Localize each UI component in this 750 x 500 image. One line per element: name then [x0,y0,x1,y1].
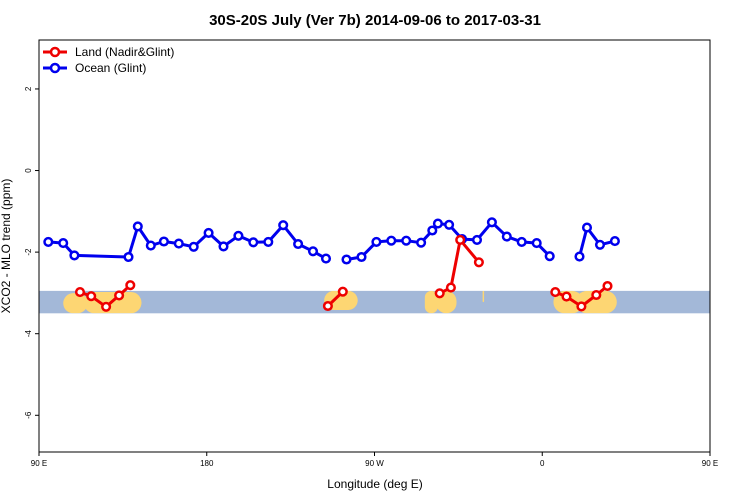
legend-label-ocean: Ocean (Glint) [75,61,146,75]
x-tick-label: 90 E [31,459,47,468]
legend-marker-ocean [49,62,61,74]
y-tick-label: -6 [24,411,33,419]
data-point [609,236,620,247]
data-point [101,301,112,312]
series-line [48,223,327,260]
series-line [437,220,551,258]
series-layer [43,217,620,312]
data-point [173,238,184,249]
data-point [158,236,169,247]
chart-title: 30S-20S July (Ver 7b) 2014-09-06 to 2017… [209,12,541,29]
data-point [125,280,136,291]
data-point [434,288,445,299]
land-blob [63,293,88,314]
data-point [74,287,86,298]
x-tick-label: 180 [200,459,214,468]
y-tick-label: -4 [24,330,33,338]
land-blob [424,290,438,314]
data-point [322,300,333,312]
data-point [386,235,397,246]
data-point [574,251,585,262]
data-point [516,236,527,247]
data-point [473,257,484,268]
legend: Land (Nadir&Glint) Ocean (Glint) [43,45,174,75]
land-blob [482,290,485,303]
data-point [576,301,587,312]
series-line [578,226,616,257]
land-shapes [63,290,617,314]
x-axis-label: Longitude (deg E) [327,477,422,491]
data-point [591,289,602,301]
series-land [74,234,613,312]
data-point [43,236,54,247]
data-point [561,291,572,302]
data-point [337,286,348,297]
y-tick-label: 2 [24,86,33,91]
data-point [341,254,352,265]
x-tick-label: 90 W [365,459,384,468]
data-point [114,290,125,301]
data-point [188,241,199,252]
data-point [544,251,555,262]
data-point [501,231,512,242]
data-point [427,225,438,236]
data-point [444,219,455,230]
y-axis-label: XCO2 - MLO trend (ppm) [0,179,13,314]
map-band [39,290,710,314]
data-point [86,291,97,302]
y-tick-label: -2 [24,248,33,256]
data-point [432,218,443,229]
data-point [371,236,382,247]
data-point [401,235,412,246]
data-point [320,253,332,264]
data-point [278,220,289,231]
data-point [248,237,259,248]
data-point [263,236,274,247]
x-tick-label: 0 [540,459,545,468]
axes: 90 E 180 90 W 0 90 E 2 0 -2 -4 -6 [24,86,718,468]
data-point [218,241,229,252]
data-point [145,240,156,251]
series-ocean [43,217,620,265]
series-line [439,238,481,295]
data-point [486,217,497,228]
data-point [356,251,367,263]
data-point [594,239,606,250]
data-point [602,280,613,292]
land-blob [553,290,584,314]
y-tick-label: 0 [24,168,33,173]
data-point [58,238,69,249]
data-point [132,221,143,232]
plot-frame [38,39,711,453]
x-tick-label: 90 E [702,459,718,468]
data-point [471,234,483,245]
data-point [455,234,466,245]
data-point [233,230,244,241]
data-point [445,282,456,293]
data-point [531,238,542,249]
data-point [69,250,80,261]
ocean-band [39,290,710,314]
data-point [307,246,319,257]
data-point [293,238,304,250]
data-point [123,251,134,263]
data-point [550,287,561,298]
data-point [203,227,214,238]
legend-marker-land [49,46,61,58]
legend-label-land: Land (Nadir&Glint) [75,45,174,59]
data-point [581,222,593,233]
data-point [416,237,427,248]
